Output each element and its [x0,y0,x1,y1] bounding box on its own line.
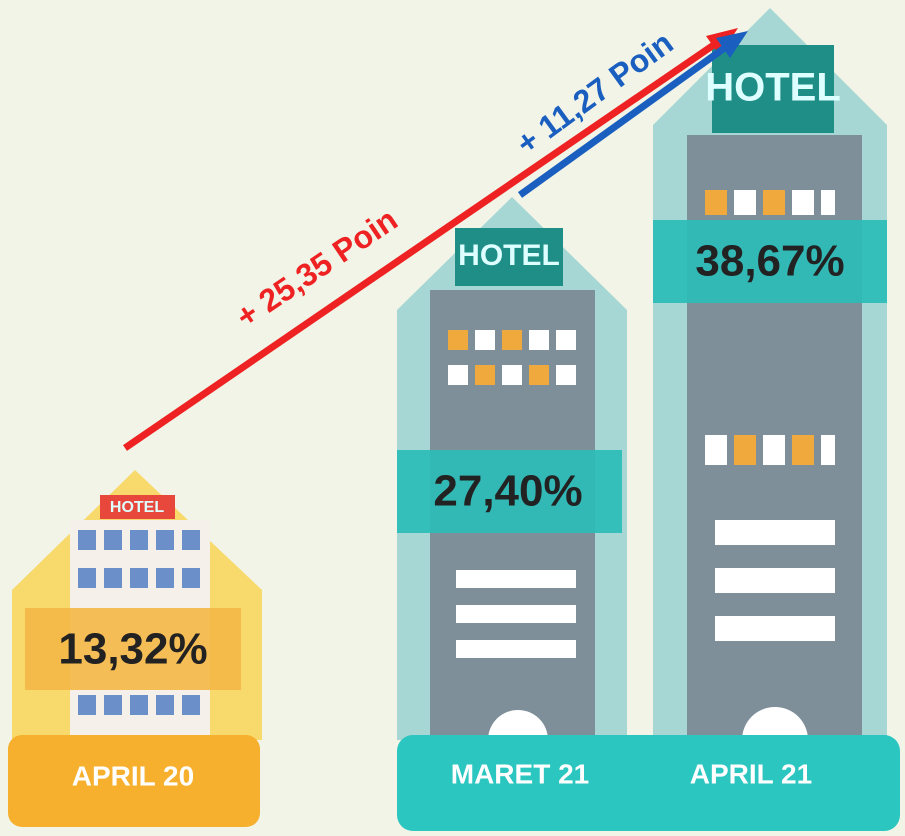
building-april-21: HOTEL 38,67% [653,8,887,740]
label: APRIL 21 [690,758,812,789]
value-band [397,450,622,533]
label-box [397,735,900,831]
sign-board [712,45,834,133]
sign-text: HOTEL [705,66,841,110]
sign-text: HOTEL [110,499,164,516]
arrow-blue [517,41,733,198]
label-box [8,735,260,827]
windows [78,530,200,715]
building-maret-21: HOTEL 27,40% [397,197,627,740]
value: 13,32% [58,625,207,674]
sign-board [100,495,175,519]
arrowhead [716,31,748,58]
value: 38,67% [695,237,844,286]
sign-text: HOTEL [458,239,560,272]
label: MARET 21 [451,758,589,789]
sign-board [455,228,563,286]
value: 27,40% [433,467,582,516]
windows [705,190,835,740]
arrow-red [123,39,720,451]
building-april-20: HOTEL 13,32% [12,470,262,740]
value-band [653,220,887,303]
label: APRIL 20 [72,760,194,791]
value-band [25,608,241,690]
windows [448,330,576,740]
